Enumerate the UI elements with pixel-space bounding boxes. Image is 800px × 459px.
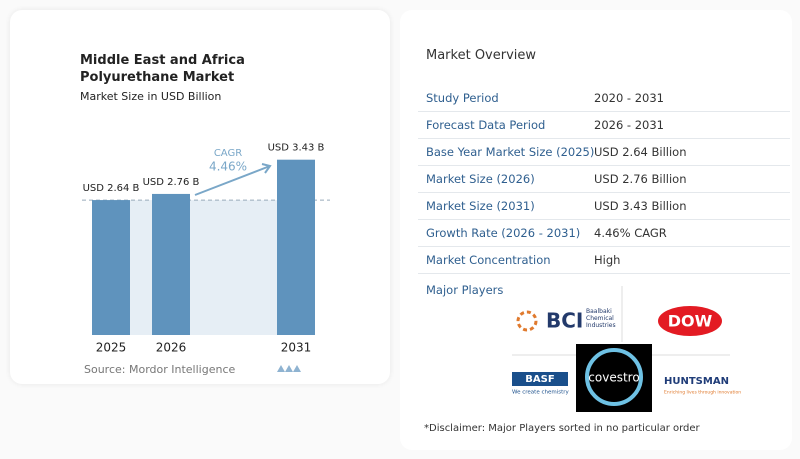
disclaimer: *Disclaimer: Major Players sorted in no … — [424, 423, 700, 434]
x-tick-label: 2026 — [156, 341, 187, 355]
source: Source: Mordor Intelligence — [84, 363, 236, 376]
chart-title: Middle East and Africa Polyurethane Mark… — [80, 53, 245, 85]
bar — [152, 193, 190, 335]
huntsman-logo: HUNTSMAN — [664, 376, 729, 387]
row-value: USD 2.76 Billion — [594, 172, 687, 186]
basf-bg — [512, 372, 568, 386]
value-label: USD 3.43 B — [268, 143, 325, 154]
overview-row: Market Concentration High — [418, 246, 790, 274]
row-label: Market Size (2026) — [426, 172, 535, 186]
bar — [92, 200, 130, 335]
bci-icon — [516, 310, 538, 332]
overview-row: Growth Rate (2026 - 2031) 4.46% CAGR — [418, 219, 790, 247]
dow-logo-bg — [658, 306, 722, 336]
covestro-logo: covestro — [588, 371, 639, 385]
overview-row: Base Year Market Size (2025) USD 2.64 Bil… — [418, 138, 790, 166]
row-value: 2026 - 2031 — [594, 118, 664, 132]
bci-sub-text: Baalbaki Chemical Industries — [586, 308, 616, 329]
row-label: Growth Rate (2026 - 2031) — [426, 226, 581, 240]
row-label: Base Year Market Size (2025) — [426, 145, 595, 159]
cagr-label: CAGR — [214, 148, 242, 159]
row-value: 4.46% CAGR — [594, 226, 667, 240]
row-label: Market Concentration — [426, 253, 551, 267]
row-label: Study Period — [426, 91, 499, 105]
overview-row: Market Size (2026) USD 2.76 Billion — [418, 165, 790, 193]
bci-sub: Baalbaki Chemical Industries — [586, 308, 616, 329]
logo-mark — [277, 365, 301, 372]
players-title: Major Players — [426, 283, 504, 297]
overview-row: Forecast Data Period 2026 - 2031 — [418, 111, 790, 139]
basf-logo: BASF — [525, 374, 554, 385]
cagr-value: 4.46% — [209, 160, 247, 174]
row-value: High — [594, 253, 621, 267]
row-value: USD 3.43 Billion — [594, 199, 687, 213]
huntsman-sub: Enriching lives through innovation — [664, 390, 741, 396]
value-label: USD 2.64 B — [83, 183, 140, 194]
value-label: USD 2.76 B — [143, 177, 200, 188]
cagr-arrow — [194, 163, 272, 196]
row-value: USD 2.64 Billion — [594, 145, 687, 159]
overview-title: Market Overview — [426, 48, 537, 63]
x-tick-label: 2031 — [281, 341, 312, 355]
bci-logo: BCI — [546, 309, 583, 333]
row-label: Market Size (2031) — [426, 199, 535, 213]
dow-logo: DOW — [668, 312, 713, 331]
overview-row: Market Size (2031) USD 3.43 Billion — [418, 192, 790, 220]
x-tick-label: 2025 — [96, 341, 127, 355]
row-value: 2020 - 2031 — [594, 91, 664, 105]
basf-sub: We create chemistry — [512, 390, 570, 396]
row-label: Forecast Data Period — [426, 118, 546, 132]
chart-subtitle: Market Size in USD Billion — [80, 90, 222, 103]
covestro-ring — [585, 348, 643, 406]
bar — [277, 159, 315, 335]
overview-row: Study Period 2020 - 2031 — [418, 84, 790, 112]
